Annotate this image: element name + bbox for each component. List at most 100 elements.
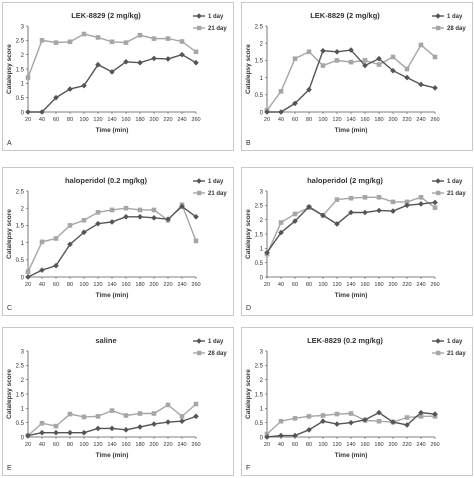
y-tick-label: 0 xyxy=(260,275,264,281)
data-point xyxy=(404,199,410,205)
data-point xyxy=(320,63,326,68)
data-point xyxy=(306,49,312,55)
data-point xyxy=(418,81,424,88)
y-tick-label: 0 xyxy=(21,435,25,441)
chart-title: saline xyxy=(95,336,116,345)
data-point xyxy=(193,214,199,220)
data-point xyxy=(179,203,185,210)
data-point xyxy=(137,32,143,38)
data-point xyxy=(151,421,157,427)
data-point xyxy=(278,220,284,225)
data-point xyxy=(376,55,382,62)
y-tick-label: 2.5 xyxy=(16,39,25,45)
legend-marker xyxy=(435,13,441,19)
y-tick-label: 2.5 xyxy=(255,204,264,210)
x-tick-label: 80 xyxy=(67,117,73,123)
data-point xyxy=(95,220,101,227)
x-tick-label: 40 xyxy=(278,117,284,123)
data-point xyxy=(320,418,326,425)
data-point xyxy=(123,413,129,418)
data-point xyxy=(179,39,185,44)
y-tick-label: 1 xyxy=(260,247,264,253)
y-tick-label: 3 xyxy=(21,24,25,30)
y-tick-label: 3 xyxy=(260,189,264,195)
panel-f: LEK-8829 (0.2 mg/kg) 0 0.5 1 1.5 2 2.5 3 20 40 60 8… xyxy=(241,327,473,476)
legend-label: 21 day xyxy=(447,191,466,197)
data-point xyxy=(320,212,326,219)
x-tick-label: 20 xyxy=(264,282,270,288)
y-tick-label: 0.5 xyxy=(255,261,264,267)
y-axis-label: Catalepsy score xyxy=(245,44,252,94)
data-point xyxy=(348,59,354,65)
data-point xyxy=(404,74,410,81)
data-point xyxy=(432,411,438,417)
data-point xyxy=(418,201,424,207)
x-tick-label: 160 xyxy=(121,117,130,123)
y-tick-label: 2 xyxy=(260,218,264,224)
x-tick-label: 200 xyxy=(388,282,397,288)
y-tick-label: 0.5 xyxy=(16,96,25,102)
data-point xyxy=(67,223,73,228)
data-point xyxy=(348,419,354,426)
x-tick-label: 180 xyxy=(374,442,383,448)
legend-marker xyxy=(197,190,202,196)
data-point xyxy=(264,109,270,115)
x-tick-label: 120 xyxy=(332,442,341,448)
data-point xyxy=(334,411,340,417)
data-point xyxy=(334,58,340,63)
legend-marker xyxy=(435,338,441,344)
x-tick-label: 160 xyxy=(360,442,369,448)
x-tick-label: 120 xyxy=(332,282,341,288)
y-tick-label: 0.5 xyxy=(255,93,264,99)
data-point xyxy=(109,207,115,213)
y-tick-label: 0.5 xyxy=(16,421,25,427)
data-point xyxy=(320,47,326,54)
data-point xyxy=(362,195,368,200)
x-tick-label: 140 xyxy=(107,442,116,448)
panel-letter: F xyxy=(246,465,250,472)
data-point xyxy=(362,417,368,423)
data-point xyxy=(193,59,199,66)
data-point xyxy=(278,89,284,94)
panel-c: haloperidol (0.2 mg/kg) 0 0.5 1 1.5 2 2.5 20 40 6… xyxy=(2,167,234,316)
x-tick-label: 40 xyxy=(39,117,45,123)
data-point xyxy=(292,416,298,421)
y-tick-label: 3 xyxy=(260,349,264,355)
legend-label: 1 day xyxy=(447,339,463,345)
data-point xyxy=(334,197,340,202)
x-axis-label: Time (min) xyxy=(335,452,368,459)
x-axis-label: Time (min) xyxy=(96,292,129,299)
data-point xyxy=(390,67,396,74)
x-tick-label: 20 xyxy=(25,117,31,123)
data-point xyxy=(39,239,45,245)
x-tick-label: 60 xyxy=(292,442,298,448)
panel-letter: E xyxy=(7,465,12,472)
data-point xyxy=(67,411,73,417)
data-point xyxy=(376,207,382,214)
data-point xyxy=(151,36,157,41)
data-point xyxy=(123,427,129,433)
x-tick-label: 180 xyxy=(135,282,144,288)
panel-frame xyxy=(2,2,234,151)
y-tick-label: 1 xyxy=(260,407,264,413)
x-tick-label: 240 xyxy=(416,117,425,123)
data-point xyxy=(404,415,410,420)
data-point xyxy=(95,35,101,40)
y-tick-label: 1.5 xyxy=(16,67,25,73)
x-tick-label: 180 xyxy=(135,442,144,448)
legend-marker xyxy=(196,13,202,19)
data-point xyxy=(278,432,284,439)
chart-title: haloperidol (0.2 mg/kg) xyxy=(65,176,148,185)
data-point xyxy=(109,39,115,45)
y-tick-label: 1 xyxy=(21,407,25,413)
data-point xyxy=(418,42,424,48)
data-point xyxy=(165,56,171,62)
y-tick-label: 2 xyxy=(260,378,264,384)
x-tick-label: 40 xyxy=(39,282,45,288)
x-tick-label: 80 xyxy=(306,282,312,288)
data-point xyxy=(123,59,129,65)
x-axis-label: Time (min) xyxy=(335,127,368,134)
x-tick-label: 160 xyxy=(360,282,369,288)
legend-label: 1 day xyxy=(208,339,224,345)
